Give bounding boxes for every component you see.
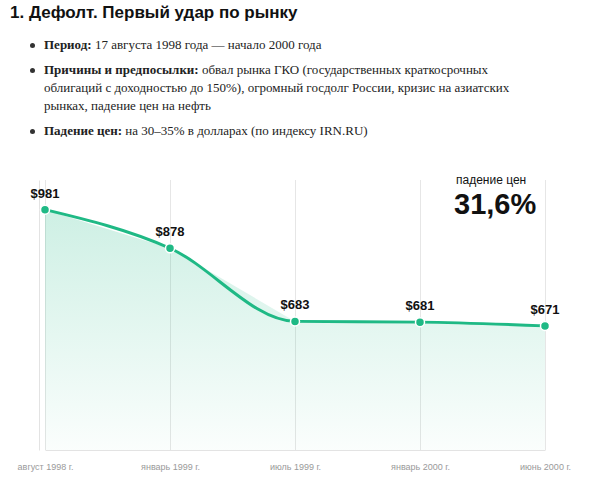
x-tick-label: июнь 2000 г. — [520, 462, 571, 472]
note-label: Падение цен: — [44, 123, 122, 138]
y-axis-line — [39, 181, 40, 451]
data-label: $981 — [31, 186, 60, 201]
data-label: $683 — [281, 297, 310, 312]
note-item: Причины и предпосылки: обвал рынка ГКО (… — [30, 61, 535, 115]
data-labels: $981 $878 $683 $681 $671 — [31, 186, 560, 317]
annotations: падение цен31,6% — [454, 173, 536, 220]
line — [45, 210, 545, 326]
area — [45, 210, 545, 450]
notes-list: Период: 17 августа 1998 года — начало 20… — [30, 36, 535, 147]
note-label: Причины и предпосылки: — [44, 62, 199, 77]
data-label: $878 — [156, 224, 185, 239]
note-text: 17 августа 1998 года — начало 2000 года — [95, 37, 322, 52]
point — [541, 321, 550, 330]
bullet — [30, 68, 35, 73]
note-text: на 30–35% в долларах (по индексу IRN.RU) — [125, 123, 367, 138]
x-tick-label: август 1998 г. — [18, 462, 74, 472]
x-tick-label: январь 2000 г. — [391, 462, 450, 472]
plot-marks — [41, 205, 550, 450]
bullet — [30, 43, 35, 48]
data-label: $681 — [406, 298, 435, 313]
chart-svg: август 1998 г. январь 1999 г. июль 1999 г.… — [0, 0, 590, 488]
annotation-caption: падение цен — [456, 173, 526, 187]
chart-title: 1. Дефолт. Первый удар по рынку — [10, 3, 297, 23]
note-item: Падение цен: на 30–35% в долларах (по ин… — [30, 122, 535, 140]
x-axis: август 1998 г. январь 1999 г. июль 1999 г.… — [18, 180, 571, 472]
point — [291, 317, 300, 326]
x-axis-line — [46, 450, 546, 451]
y-axis — [39, 181, 40, 451]
point — [41, 205, 50, 214]
note-label: Период: — [44, 37, 92, 52]
note-item: Период: 17 августа 1998 года — начало 20… — [30, 36, 535, 54]
x-tick-label: июль 1999 г. — [270, 462, 321, 472]
x-tick-label: январь 1999 г. — [141, 462, 200, 472]
point — [416, 318, 425, 327]
annotation-value: 31,6% — [454, 188, 536, 220]
data-label: $671 — [531, 302, 560, 317]
point — [166, 244, 175, 253]
bullet — [30, 129, 35, 134]
